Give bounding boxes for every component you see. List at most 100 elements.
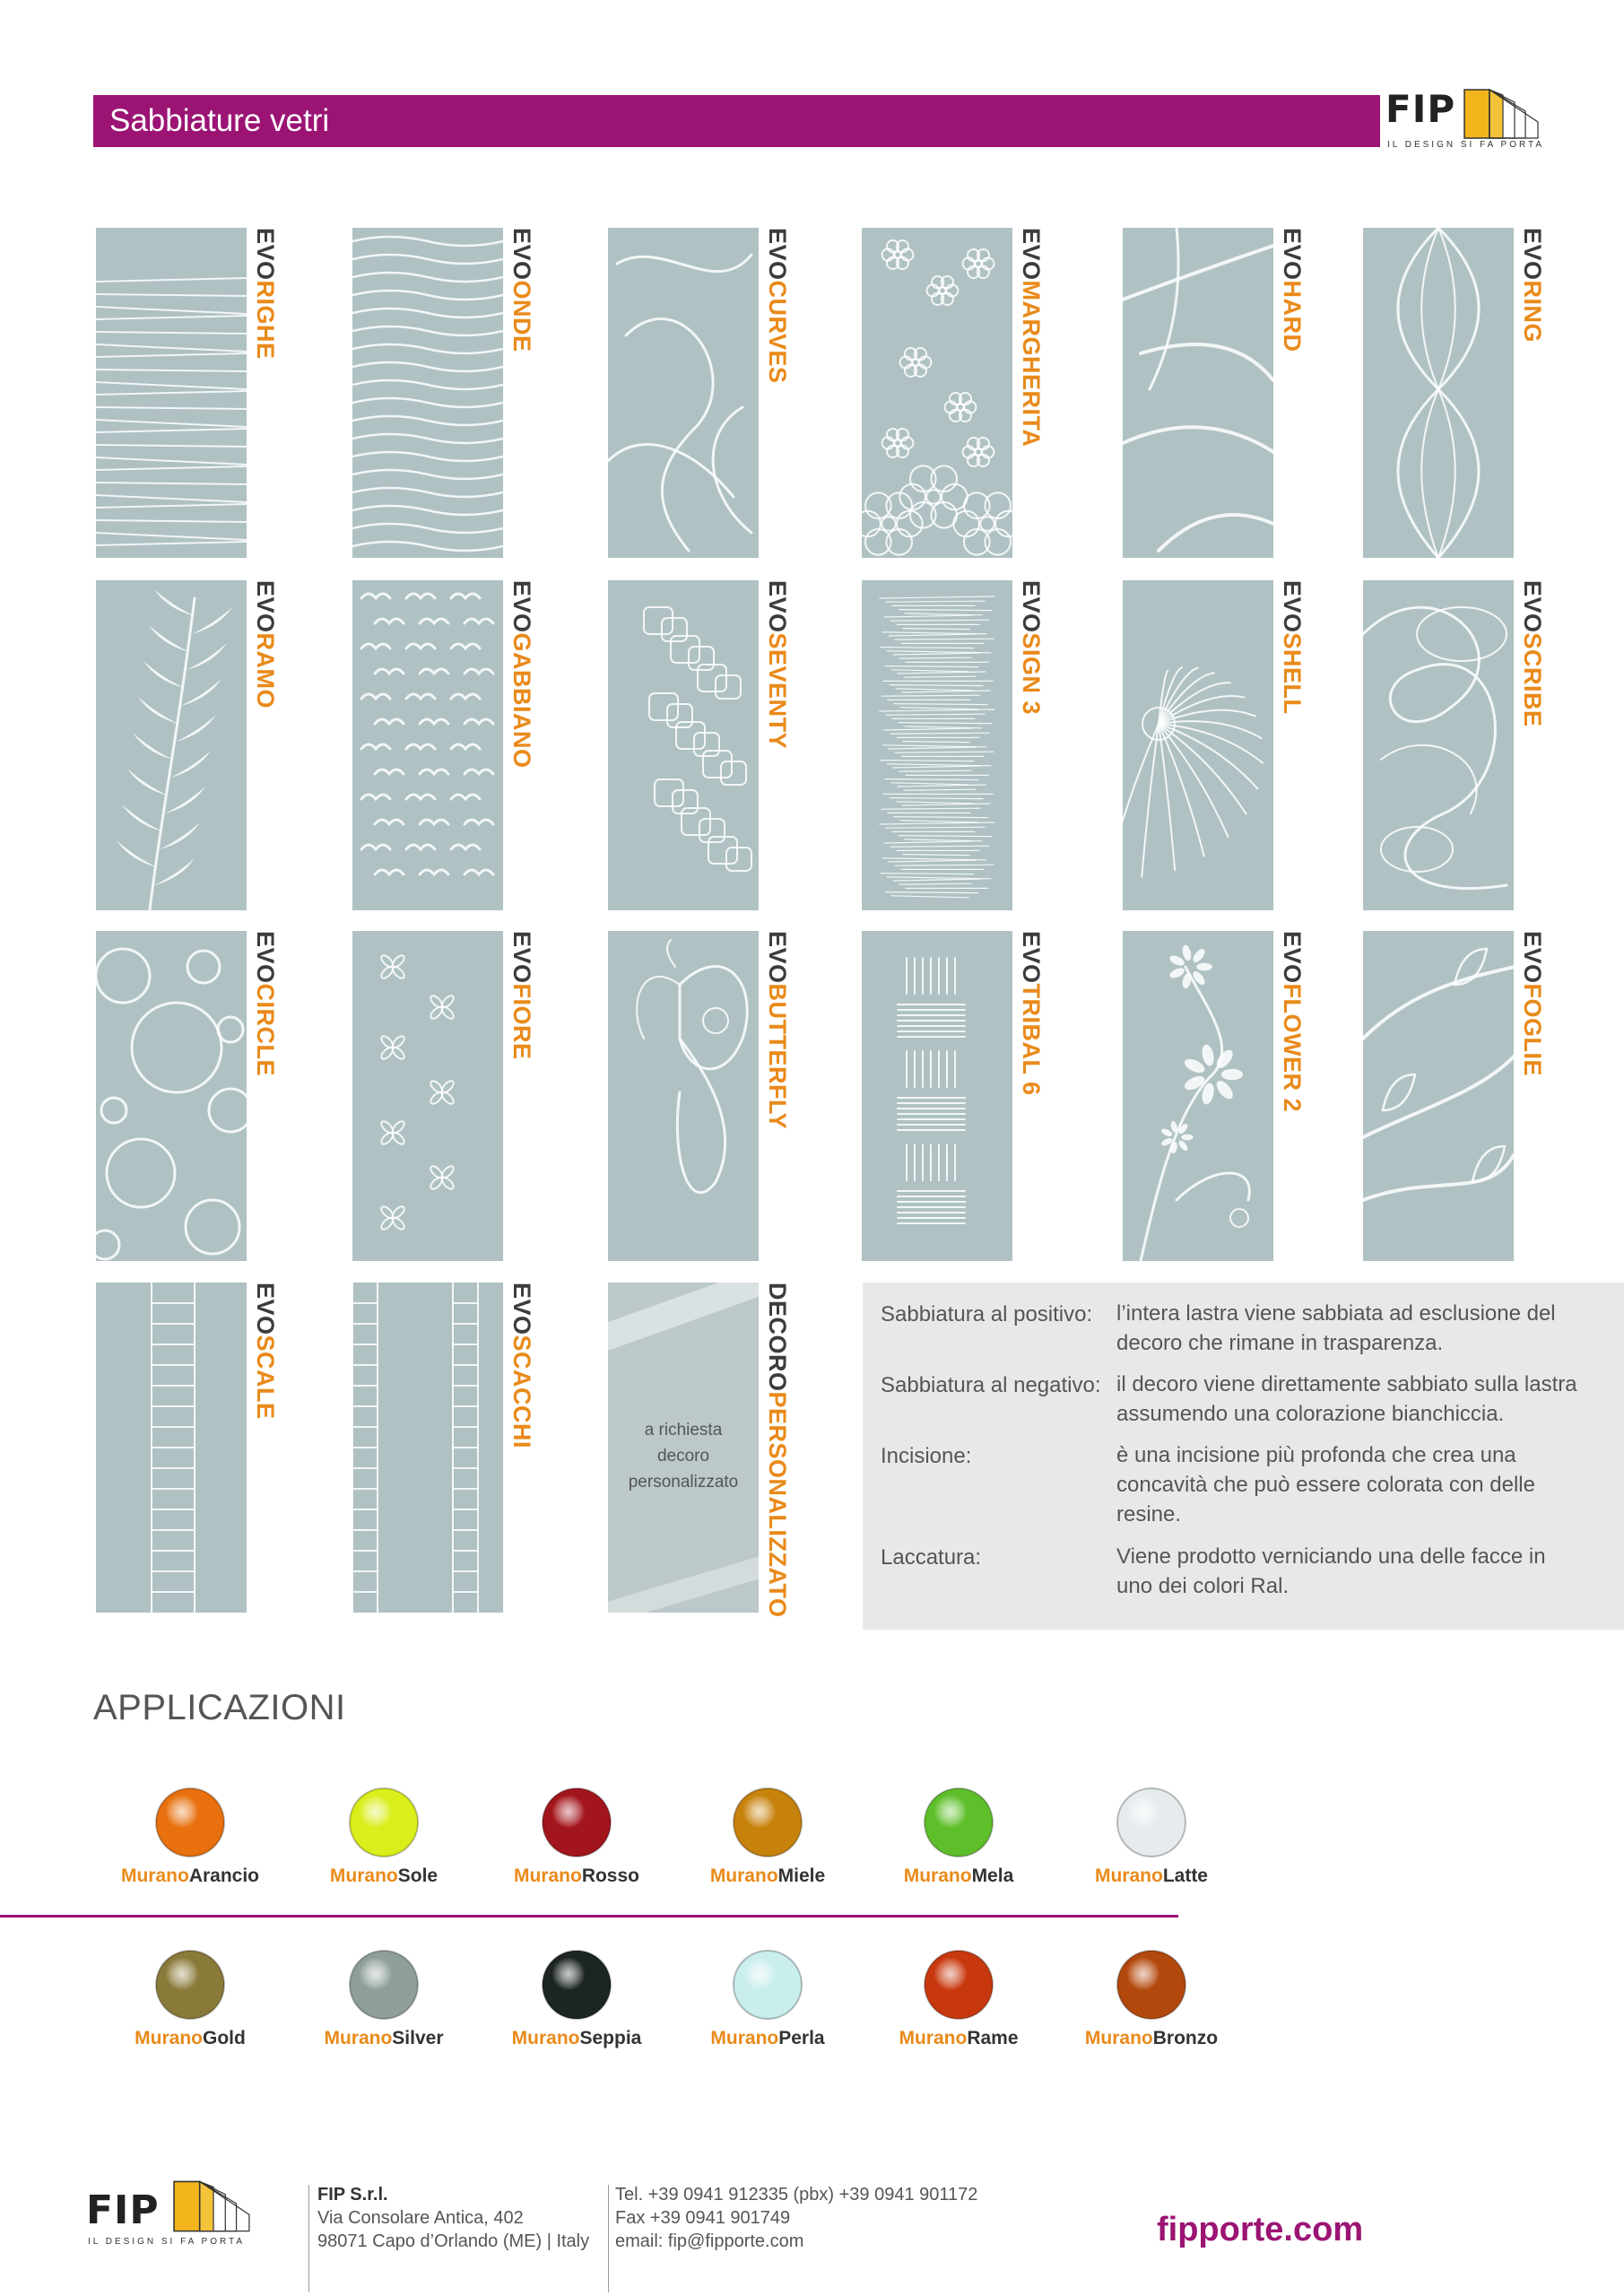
glass-pattern-chess [352, 1283, 503, 1613]
website-link[interactable]: fipporte.com [1157, 2211, 1364, 2248]
murano-color-item: MuranoLatte [1071, 1785, 1232, 1887]
custom-decor-note-line: decoro [656, 1447, 710, 1465]
murano-color-item: MuranoRame [878, 1947, 1039, 2049]
murano-color-item: MuranoMela [878, 1785, 1039, 1887]
glass-swatch: EVOGABBIANO [352, 580, 535, 910]
glass-swatch: EVOTRIBAL 6 [862, 931, 1045, 1261]
swatch-label: EVOMARGHERITA [1018, 228, 1045, 448]
glass-swatch: EVOSHELL [1123, 580, 1306, 910]
glass-pattern-branch [96, 580, 247, 910]
glass-bead-icon [349, 1950, 419, 2020]
footer-tel: Tel. +39 0941 912335 (pbx) +39 0941 9011… [615, 2185, 978, 2205]
murano-prefix: Murano [899, 2028, 968, 2048]
glass-pattern-shell [1123, 580, 1273, 910]
swatch-label-prefix: EVO [1519, 931, 1546, 984]
swatch-label-name: BUTTERFLY [764, 983, 791, 1130]
glass-swatch: EVOSIGN 3 [862, 580, 1045, 910]
custom-decor-note: a richiesta decoro personalizzato [608, 1417, 759, 1495]
murano-color-label: MuranoMiele [687, 1866, 848, 1887]
swatch-label: EVOSIGN 3 [1018, 580, 1045, 715]
glass-pattern-circles [96, 931, 247, 1261]
swatch-label-name: FLOWER 2 [1279, 983, 1306, 1113]
footer-address-line1: Via Consolare Antica, 402 [317, 2208, 524, 2228]
swatch-label: DECOROPERSONALIZZATO [764, 1283, 791, 1618]
glass-swatch: EVORAMO [96, 580, 279, 910]
info-definition: è una incisione più profonda che crea un… [1116, 1443, 1535, 1526]
glass-swatch: EVOONDE [352, 228, 535, 558]
glass-pattern-lines [96, 228, 247, 558]
murano-color-name: Mela [971, 1866, 1014, 1886]
murano-prefix: Murano [710, 2028, 779, 2048]
swatch-label-prefix: EVO [1018, 931, 1045, 984]
swatch-label-prefix: EVO [764, 228, 791, 281]
swatch-label-prefix: DECORO [764, 1283, 791, 1392]
glass-bead-icon [1116, 1950, 1186, 2020]
swatch-label-name: FIORE [508, 983, 535, 1060]
murano-color-label: MuranoSole [303, 1866, 465, 1887]
glass-swatch: EVOSEVENTY [608, 580, 791, 910]
murano-prefix: Murano [513, 1866, 582, 1886]
swatch-label-prefix: EVO [508, 1283, 535, 1335]
glass-swatch: EVOSCALE [96, 1283, 279, 1613]
murano-prefix: Murano [709, 1866, 778, 1886]
murano-color-label: MuranoMela [878, 1866, 1039, 1887]
swatch-label: EVOONDE [508, 228, 535, 352]
glass-bead-icon [349, 1787, 419, 1857]
murano-prefix: Murano [1084, 2028, 1153, 2048]
glass-pattern-hard [1123, 228, 1273, 558]
header-bar [93, 95, 1380, 147]
info-definition: l’intera lastra viene sabbiata ad esclus… [1116, 1301, 1556, 1355]
glass-pattern-flower2 [1123, 931, 1273, 1261]
swatch-label-prefix: EVO [1018, 228, 1045, 281]
swatch-label-prefix: EVO [1279, 228, 1306, 281]
swatch-label: EVOBUTTERFLY [764, 931, 791, 1129]
glass-swatch: EVOFOGLIE [1363, 931, 1546, 1261]
murano-color-name: Arancio [188, 1866, 259, 1886]
footer-fax: Fax +39 0941 901749 [615, 2208, 791, 2228]
swatch-label-name: SCALE [252, 1335, 279, 1420]
swatch-label-prefix: EVO [252, 1283, 279, 1335]
swatch-label: EVOHARD [1279, 228, 1306, 352]
info-term: Laccatura: [881, 1545, 982, 1570]
glass-swatch: EVOSCRIBE [1363, 580, 1546, 910]
swatch-label-prefix: EVO [764, 580, 791, 633]
swatch-label: EVOSEVENTY [764, 580, 791, 749]
logo-tagline: IL DESIGN SI FA PORTA [88, 2237, 246, 2247]
swatch-label-prefix: EVO [508, 580, 535, 633]
murano-color-name: Silver [392, 2028, 444, 2048]
swatch-label-name: PERSONALIZZATO [764, 1391, 791, 1618]
swatch-label-name: SIGN 3 [1018, 632, 1045, 716]
glass-swatch: EVOFLOWER 2 [1123, 931, 1306, 1261]
footer-company: FIP S.r.l. [317, 2185, 388, 2205]
swatch-label-prefix: EVO [1279, 931, 1306, 984]
applications-title: APPLICAZIONI [93, 1688, 346, 1727]
swatch-label-name: FOGLIE [1519, 983, 1546, 1077]
swatch-label: EVOSCACCHI [508, 1283, 535, 1448]
custom-decor-note-line: a richiesta [644, 1421, 723, 1439]
murano-prefix: Murano [903, 1866, 972, 1886]
murano-color-label: MuranoRame [878, 2028, 1039, 2049]
swatch-label: EVOCIRCLE [252, 931, 279, 1076]
murano-prefix: Murano [329, 1866, 398, 1886]
murano-color-label: MuranoSeppia [496, 2028, 657, 2049]
murano-color-name: Miele [777, 1866, 826, 1886]
murano-color-item: MuranoPerla [687, 1947, 848, 2049]
murano-prefix: Murano [120, 1866, 189, 1886]
info-term: Sabbiatura al positivo: [881, 1302, 1093, 1326]
footer-divider [608, 2185, 609, 2292]
divider [0, 1915, 1178, 1918]
info-definition: Viene prodotto verniciando una delle fac… [1116, 1544, 1546, 1598]
murano-color-item: MuranoSilver [303, 1947, 465, 2049]
glass-pattern-squares [608, 580, 759, 910]
swatch-label: EVOSHELL [1279, 580, 1306, 715]
glass-pattern-custom [608, 1283, 759, 1613]
swatch-label: EVOSCRIBE [1519, 580, 1546, 727]
murano-color-item: MuranoSole [303, 1785, 465, 1887]
logo-tagline: IL DESIGN SI FA PORTA [1387, 140, 1545, 150]
swatch-label-name: RING [1519, 280, 1546, 344]
footer-email[interactable]: email: fip@fipporte.com [615, 2231, 804, 2251]
murano-color-name: Rame [967, 2028, 1019, 2048]
logo-door-icon [1463, 88, 1539, 139]
murano-color-label: MuranoPerla [687, 2028, 848, 2049]
murano-color-label: MuranoBronzo [1071, 2028, 1232, 2049]
